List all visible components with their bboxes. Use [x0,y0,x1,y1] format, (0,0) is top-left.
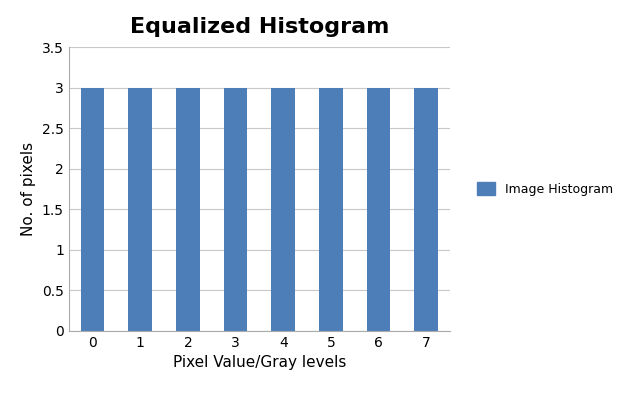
Bar [81,88,104,331]
Bar [271,88,295,331]
Bar [414,88,438,331]
Legend: Image Histogram: Image Histogram [471,177,618,201]
Bar [367,88,391,331]
X-axis label: Pixel Value/Gray levels: Pixel Value/Gray levels [173,355,346,370]
Bar [319,88,342,331]
Title: Equalized Histogram: Equalized Histogram [130,17,389,37]
Bar [176,88,200,331]
Bar [224,88,248,331]
Y-axis label: No. of pixels: No. of pixels [21,142,36,236]
Bar [128,88,152,331]
